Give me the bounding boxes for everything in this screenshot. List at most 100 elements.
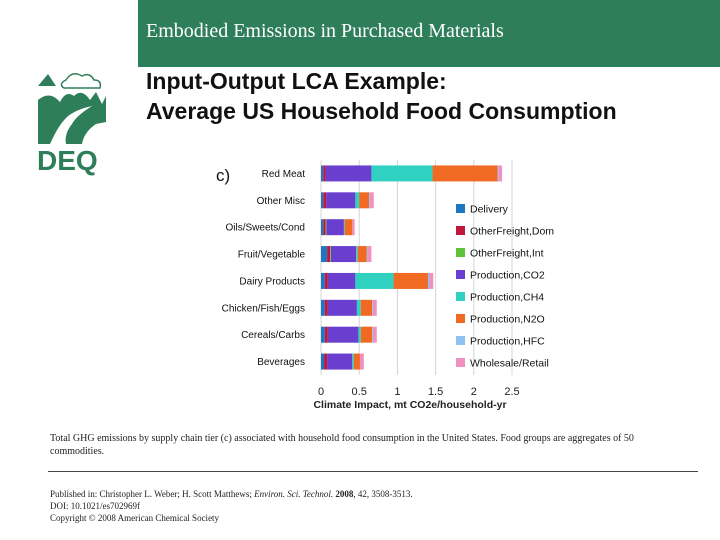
header-title: Embodied Emissions in Purchased Material… <box>146 20 504 42</box>
x-tick-label: 2 <box>471 386 477 398</box>
bar-segment <box>326 192 356 209</box>
bar-segment <box>323 219 326 236</box>
citation-copyright: Copyright © 2008 American Chemical Socie… <box>50 513 220 523</box>
bar-segment <box>325 165 372 182</box>
legend-swatch <box>456 314 465 323</box>
bar-segment <box>327 326 359 343</box>
legend-label: Production,CO2 <box>470 270 545 282</box>
bar-segment <box>327 246 331 263</box>
legend-label: Delivery <box>470 204 509 216</box>
category-label: Oils/Sweets/Cond <box>226 223 305 234</box>
bar-segment <box>352 353 354 370</box>
x-tick-label: 1 <box>394 386 400 398</box>
bar-segment <box>372 299 377 316</box>
bar-segment <box>324 326 328 343</box>
legend-label: Wholesale/Retail <box>470 358 549 370</box>
bar-segment <box>356 246 358 263</box>
category-label: Chicken/Fish/Eggs <box>222 303 305 314</box>
category-label: Dairy Products <box>239 276 305 287</box>
bar-segment <box>372 326 377 343</box>
bar-segment <box>321 299 325 316</box>
bar-segment <box>325 219 327 236</box>
bar-segment <box>355 272 394 289</box>
divider <box>48 471 698 472</box>
legend-swatch <box>456 204 465 213</box>
bar-segment <box>498 165 503 182</box>
category-label: Red Meat <box>262 169 306 180</box>
subtitle: Input-Output LCA Example: Average US Hou… <box>146 66 617 126</box>
figure-caption: Total GHG emissions by supply chain tier… <box>50 433 634 457</box>
bar-segment <box>324 353 328 370</box>
deq-landscape-logo-icon: DEQ <box>37 73 106 176</box>
bar-segment <box>321 326 325 343</box>
x-tick-label: 0.5 <box>352 386 367 398</box>
bar-segment <box>353 353 360 370</box>
category-label: Fruit/Vegetable <box>238 250 306 261</box>
bar-segment <box>344 219 353 236</box>
citation-year: 2008 <box>335 489 354 499</box>
logo-text: DEQ <box>37 145 98 176</box>
subtitle-line-1: Input-Output LCA Example: <box>146 68 447 94</box>
citation-doi: DOI: 10.1021/es702969f <box>50 501 140 511</box>
bar-segment <box>327 299 357 316</box>
bar-segment <box>343 219 345 236</box>
bar-segment <box>371 165 433 182</box>
bar-segment <box>355 192 360 209</box>
bar-segment <box>326 219 344 236</box>
citation-authors: Published in: Christopher L. Weber; H. S… <box>50 489 252 499</box>
bar-segment <box>321 219 324 236</box>
bar-segment <box>321 246 328 263</box>
bar-segment <box>327 272 356 289</box>
bar-segment <box>321 165 324 182</box>
bar-segment <box>358 326 361 343</box>
bar-segment <box>393 272 428 289</box>
citation: Published in: Christopher L. Weber; H. S… <box>50 488 413 524</box>
x-tick-label: 0 <box>318 386 324 398</box>
bar-segment <box>352 219 355 236</box>
legend-swatch <box>456 226 465 235</box>
deq-logo: DEQ <box>36 66 108 176</box>
bar-segment <box>356 299 361 316</box>
legend-label: Production,HFC <box>470 336 545 348</box>
bar-segment <box>359 353 364 370</box>
bar-segment <box>367 246 372 263</box>
bar-segment <box>359 192 370 209</box>
bar-segment <box>366 246 368 263</box>
bar-segment <box>372 299 373 316</box>
legend-label: Production,N2O <box>470 314 545 326</box>
x-axis-label: Climate Impact, mt CO2e/household-yr <box>313 399 506 411</box>
header-bar: Embodied Emissions in Purchased Material… <box>138 0 720 67</box>
legend-swatch <box>456 270 465 279</box>
legend-label: OtherFreight,Dom <box>470 226 554 238</box>
bar-segment <box>432 165 498 182</box>
bar-segment <box>369 192 370 209</box>
bar-segment <box>369 192 374 209</box>
bar-segment <box>324 299 328 316</box>
bar-segment <box>330 246 331 263</box>
category-label: Other Misc <box>257 196 305 207</box>
bar-segment <box>321 272 325 289</box>
x-tick-label: 2.5 <box>504 386 519 398</box>
category-label: Beverages <box>257 357 305 368</box>
bar-segment <box>429 272 434 289</box>
citation-journal: Environ. Sci. Technol. <box>254 489 334 499</box>
stacked-bar-chart: 0 0.5 1 1.5 2 2.5 c) Red Meat Other Misc Oils/Swe… <box>206 155 566 425</box>
bar-segment <box>372 326 373 343</box>
bar-segment <box>321 192 324 209</box>
citation-volume-pages: , 42, 3508-3513. <box>353 489 413 499</box>
bar-segment <box>327 353 353 370</box>
subtitle-line-2: Average US Household Food Consumption <box>146 98 617 124</box>
x-tick-label: 1.5 <box>428 386 443 398</box>
bar-segment <box>321 353 325 370</box>
legend-label: Production,CH4 <box>470 292 544 304</box>
bar-segment <box>330 246 357 263</box>
category-label: Cereals/Carbs <box>241 330 305 341</box>
bar-segment <box>324 272 328 289</box>
bar-segment <box>323 165 326 182</box>
legend-swatch <box>456 292 465 301</box>
citation-published: Published in: Christopher L. Weber; H. S… <box>50 488 413 500</box>
legend-label: OtherFreight,Int <box>470 248 544 260</box>
panel-label: c) <box>216 166 230 185</box>
bar-segment <box>497 165 499 182</box>
bar-segment <box>357 246 367 263</box>
